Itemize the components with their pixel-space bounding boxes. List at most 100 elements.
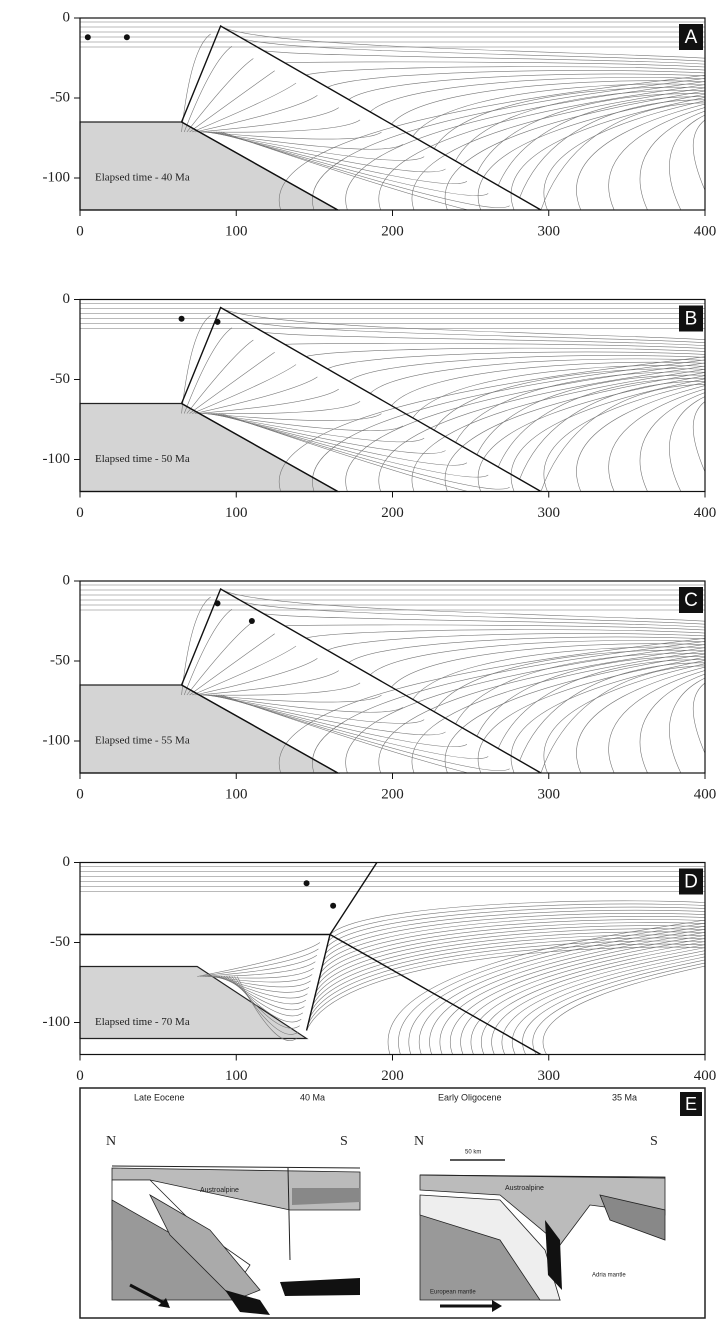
contour — [198, 389, 339, 413]
panel-label: B — [685, 309, 698, 330]
x-tick-label: 300 — [538, 786, 561, 802]
section-age: 35 Ma — [612, 1092, 637, 1102]
contour — [203, 955, 317, 976]
x-tick-label: 200 — [381, 786, 404, 802]
contour — [242, 601, 720, 773]
contour — [187, 340, 253, 413]
contour — [200, 683, 360, 695]
contour — [200, 120, 360, 132]
contour — [313, 935, 720, 1055]
marker-point — [124, 34, 130, 40]
y-tick-label: -100 — [43, 169, 71, 185]
marker-point — [179, 316, 185, 322]
x-tick-label: 0 — [76, 505, 84, 521]
section-title: Late Eocene — [134, 1092, 185, 1102]
contour — [477, 94, 720, 210]
contour — [184, 46, 232, 132]
annotation: Elapsed time - 50 Ma — [95, 453, 190, 465]
contour — [311, 938, 720, 1055]
x-tick-label: 100 — [225, 786, 248, 802]
x-tick-label: 200 — [381, 223, 404, 239]
x-tick-label: 400 — [694, 505, 717, 521]
contour — [195, 377, 318, 414]
contour — [242, 38, 720, 210]
north-label: N — [106, 1134, 116, 1149]
contour — [477, 657, 720, 773]
basement-block — [80, 404, 338, 492]
x-tick-label: 100 — [225, 223, 248, 239]
x-tick-label: 400 — [694, 786, 717, 802]
contour — [182, 34, 211, 132]
contour — [391, 81, 720, 210]
contour — [413, 647, 720, 773]
y-tick-label: -50 — [50, 934, 70, 950]
x-tick-label: 300 — [538, 223, 561, 239]
y-tick-label: -100 — [43, 732, 71, 748]
y-tick-label: -100 — [43, 451, 71, 467]
x-tick-label: 300 — [538, 505, 561, 521]
contour — [318, 926, 720, 1055]
basement-block — [80, 685, 338, 773]
x-tick-label: 0 — [76, 786, 84, 802]
panel-label: C — [684, 590, 698, 611]
x-tick-label: 200 — [381, 1068, 404, 1084]
contour — [242, 320, 720, 492]
contour — [187, 59, 253, 132]
panel-label: E — [685, 1094, 697, 1114]
x-tick-label: 300 — [538, 1068, 561, 1084]
fault-line — [307, 863, 377, 1031]
y-tick-label: -50 — [50, 89, 70, 105]
contour — [182, 316, 211, 414]
contour — [477, 375, 720, 491]
y-tick-label: 0 — [63, 9, 71, 25]
marker-point — [249, 618, 255, 624]
marker-point — [304, 880, 310, 886]
panel-e: E Late Eocene 40 Ma N S Austroalpine Ear… — [80, 1088, 705, 1318]
unit-label: Austroalpine — [200, 1187, 239, 1194]
x-tick-label: 100 — [225, 1068, 248, 1084]
contour — [184, 609, 232, 695]
scale-label: 50 km — [465, 1150, 481, 1156]
contour — [187, 622, 253, 695]
contour — [434, 87, 720, 210]
north-label: N — [414, 1134, 424, 1149]
layer — [292, 1188, 360, 1205]
south-label: S — [340, 1134, 348, 1149]
contour — [319, 923, 720, 1055]
contour — [195, 658, 318, 695]
panel: 0 -50 -100 0 100 200 300 400 Elapsed time - 50 M… — [43, 291, 720, 521]
unit-label: Austroalpine — [505, 1185, 544, 1192]
contour — [413, 84, 720, 210]
contour — [391, 644, 720, 773]
basement-block — [80, 122, 338, 210]
y-tick-label: -50 — [50, 371, 70, 387]
x-tick-label: 100 — [225, 505, 248, 521]
x-tick-label: 0 — [76, 1068, 84, 1084]
y-tick-label: 0 — [63, 854, 71, 870]
y-tick-label: 0 — [63, 291, 71, 307]
section-title: Early Oligocene — [438, 1092, 502, 1102]
x-tick-label: 200 — [381, 505, 404, 521]
contour — [200, 401, 360, 413]
x-tick-label: 0 — [76, 223, 84, 239]
mantle-label: Adria mantle — [592, 1273, 626, 1279]
contour — [308, 944, 720, 1054]
contour — [322, 916, 720, 1054]
panel-label: A — [685, 27, 698, 48]
contour — [324, 913, 720, 1054]
y-tick-label: 0 — [63, 572, 71, 588]
x-tick-label: 400 — [694, 1068, 717, 1084]
panel-label: D — [684, 872, 698, 893]
annotation: Elapsed time - 55 Ma — [95, 735, 190, 747]
south-label: S — [650, 1134, 658, 1149]
marker-point — [85, 34, 91, 40]
contour — [198, 108, 339, 132]
x-tick-label: 400 — [694, 223, 717, 239]
contour — [316, 929, 720, 1055]
annotation: Elapsed time - 70 Ma — [95, 1016, 190, 1028]
contour — [195, 95, 318, 132]
